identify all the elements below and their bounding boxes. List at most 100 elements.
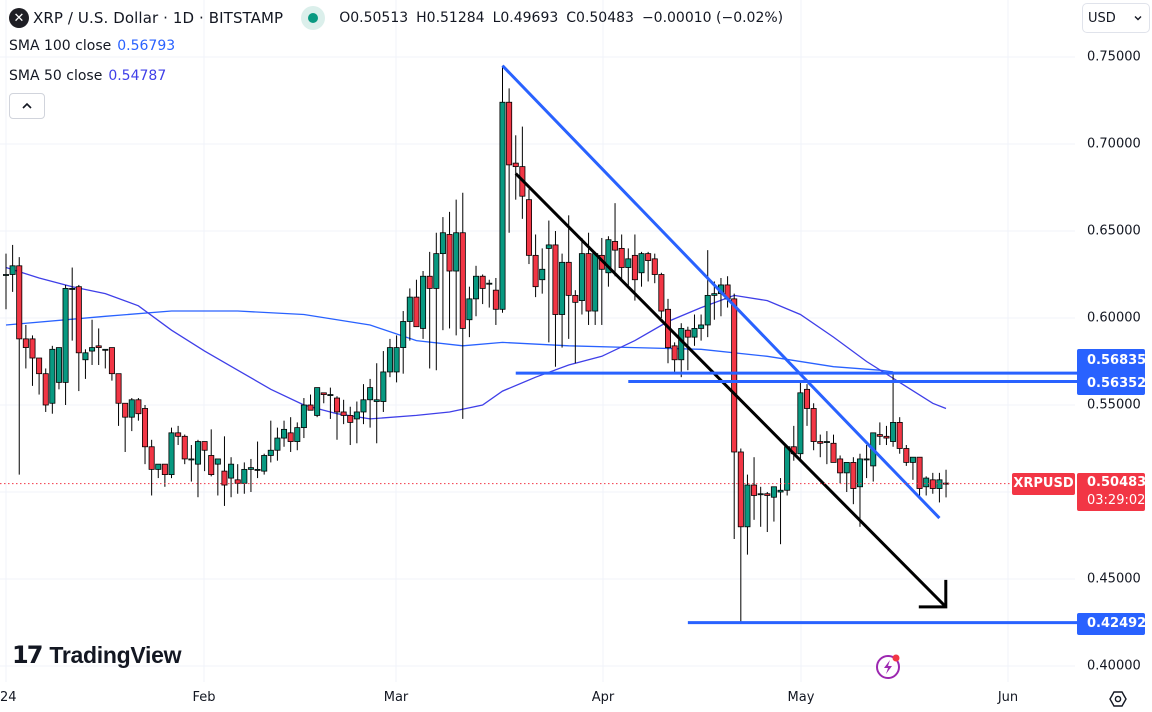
candle xyxy=(89,347,96,352)
candle xyxy=(797,392,804,455)
ohlc-values: O0.50513 H0.51284 L0.49693 C0.50483 −0.0… xyxy=(339,10,783,26)
sma-50-close-line[interactable] xyxy=(5,266,947,420)
candle xyxy=(473,275,480,300)
sma-100-close-line[interactable] xyxy=(5,310,894,373)
candle xyxy=(294,427,301,442)
candle xyxy=(168,432,175,475)
candle xyxy=(532,254,539,288)
candle xyxy=(459,232,466,329)
symbol-title-row: ✕ XRP / U.S. Dollar · 1D · BITSTAMP O0.5… xyxy=(9,5,783,31)
candle xyxy=(347,415,354,423)
candle xyxy=(916,456,923,489)
candle xyxy=(128,399,135,418)
currency-value: USD xyxy=(1088,10,1116,26)
xrp-logo-icon: ✕ xyxy=(9,8,29,28)
candle xyxy=(307,404,314,411)
candle xyxy=(572,294,579,303)
candle xyxy=(320,392,327,395)
candle xyxy=(525,199,532,256)
candle xyxy=(691,328,698,338)
candle xyxy=(506,101,513,166)
chart-drawings[interactable] xyxy=(501,64,1078,625)
candle xyxy=(42,373,49,406)
candle xyxy=(261,455,268,472)
candle xyxy=(62,288,69,383)
candle xyxy=(16,265,23,340)
indicator-name: SMA 50 close xyxy=(9,68,103,84)
candle xyxy=(221,470,228,486)
market-status-icon[interactable] xyxy=(301,6,326,30)
candle xyxy=(400,321,407,348)
price-axis-label: 0.70000 xyxy=(1087,136,1141,152)
candle xyxy=(631,254,638,281)
candle xyxy=(380,371,387,402)
candle xyxy=(228,463,235,479)
candle xyxy=(373,399,380,402)
lightning-bolt-icon[interactable] xyxy=(874,652,902,680)
candle xyxy=(863,458,870,461)
candle xyxy=(744,484,751,528)
close-value: C0.50483 xyxy=(566,10,634,26)
candle xyxy=(36,357,43,375)
indicator-sma50[interactable]: SMA 50 close 0.54787 xyxy=(9,61,783,91)
candle xyxy=(300,404,307,429)
candle xyxy=(671,345,678,361)
candle xyxy=(684,329,691,338)
candle xyxy=(817,441,824,444)
arrow-head-icon xyxy=(918,579,948,609)
horizontal-line-price-tag: 0.56352 xyxy=(1077,372,1146,395)
candle xyxy=(115,373,122,404)
candle xyxy=(340,411,347,416)
candle xyxy=(923,477,930,488)
candle xyxy=(75,286,82,354)
candle xyxy=(254,468,261,471)
tradingview-logo[interactable]: 17 TradingView xyxy=(12,641,181,669)
currency-select[interactable]: USD xyxy=(1082,3,1150,33)
indicator-sma100[interactable]: SMA 100 close 0.56793 xyxy=(9,31,783,61)
candle xyxy=(433,253,440,289)
candle xyxy=(241,468,248,484)
candle xyxy=(69,288,76,290)
candle xyxy=(890,421,897,442)
time-axis-label: May xyxy=(787,690,815,705)
candle xyxy=(314,387,321,416)
candle xyxy=(658,274,665,312)
candle xyxy=(777,489,784,493)
candle xyxy=(102,348,109,351)
symbol-title[interactable]: XRP / U.S. Dollar · 1D · BITSTAMP xyxy=(33,9,284,27)
candle xyxy=(492,289,499,310)
candle xyxy=(479,275,486,289)
price-axis-label: 0.55000 xyxy=(1087,397,1141,413)
time-axis-label: Apr xyxy=(591,690,615,705)
candle xyxy=(287,432,294,442)
time-axis-label: Jun xyxy=(997,690,1019,705)
collapse-legend-button[interactable] xyxy=(9,93,45,119)
price-axis-label: 0.40000 xyxy=(1087,658,1141,674)
candle xyxy=(936,479,943,489)
candle xyxy=(49,348,56,404)
candle xyxy=(856,458,863,488)
candle xyxy=(585,253,592,312)
horizontal-line-price-tag: 0.56835 xyxy=(1077,349,1146,372)
candle xyxy=(837,458,844,474)
candle xyxy=(175,432,182,437)
candle xyxy=(181,435,188,460)
black-arrow-trendline[interactable] xyxy=(514,172,947,608)
candle xyxy=(883,435,890,439)
candle xyxy=(214,458,221,465)
settings-icon[interactable] xyxy=(1108,689,1128,709)
candle xyxy=(274,437,281,451)
candle xyxy=(466,298,473,321)
candle xyxy=(711,293,718,296)
last-price-tag: 0.50483 03:29:02 xyxy=(1077,473,1146,511)
candle xyxy=(247,467,254,470)
candlesticks xyxy=(3,65,950,623)
candle xyxy=(208,455,215,475)
blue-trendline[interactable] xyxy=(501,64,941,520)
candle xyxy=(95,345,102,348)
candle xyxy=(612,241,619,251)
candle xyxy=(810,408,817,442)
candle xyxy=(625,258,632,268)
candle xyxy=(539,268,546,281)
